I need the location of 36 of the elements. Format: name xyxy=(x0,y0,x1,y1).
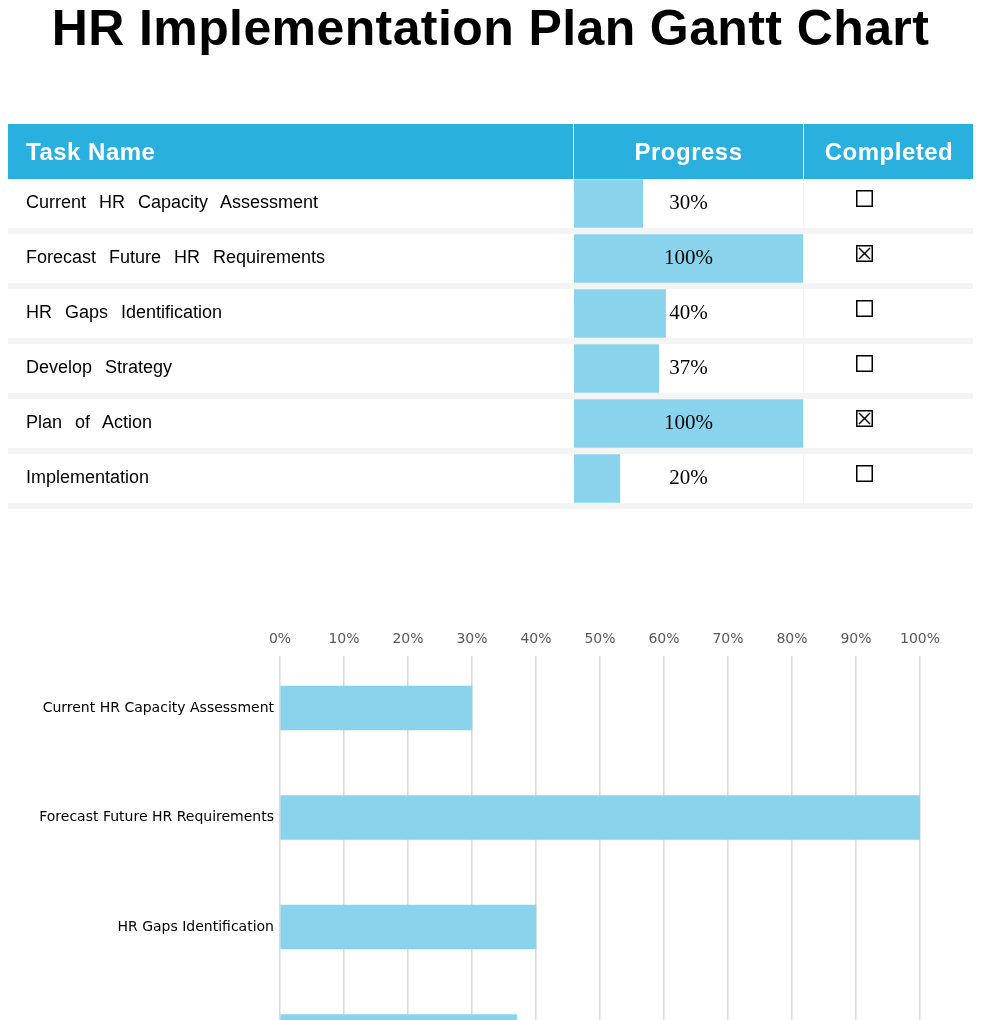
x-tick-label: 90% xyxy=(840,630,872,647)
x-tick-label: 50% xyxy=(584,630,616,647)
x-tick-label: 100% xyxy=(899,630,941,647)
data-label: 100% xyxy=(664,410,713,435)
chart-title: HR Implementation Plan Gantt Chart xyxy=(50,0,931,56)
y-tick-label: Forecast Future HR Requirements xyxy=(39,808,274,825)
data-label: 20% xyxy=(669,465,708,490)
x-tick-label: 0% xyxy=(268,630,292,647)
bar xyxy=(574,234,803,283)
bar xyxy=(574,454,621,503)
y-tick-label: Forecast Future HR Requirements xyxy=(26,246,326,269)
x-tick-label: 80% xyxy=(776,630,808,647)
x-axis-title: Progress xyxy=(573,124,803,179)
y-tick-label: Current HR Capacity Assessment xyxy=(42,698,275,715)
x-tick-label: 30% xyxy=(456,630,488,647)
x-tick-label: 20% xyxy=(392,630,424,647)
x-tick-label: 10% xyxy=(328,630,360,647)
data-label: 37% xyxy=(669,355,708,380)
data-label: 40% xyxy=(669,300,708,325)
text: Completed xyxy=(803,124,974,179)
data-label: 100% xyxy=(664,245,713,270)
y-tick-label: Develop Strategy xyxy=(26,356,173,379)
x-tick-label: 70% xyxy=(712,630,744,647)
y-tick-label: HR Gaps Identification xyxy=(117,917,274,934)
data-label: 30% xyxy=(669,190,708,215)
x-tick-label: 60% xyxy=(648,630,680,647)
bar xyxy=(574,344,660,393)
y-axis-title: Task Name xyxy=(26,137,156,167)
y-tick-label: Plan of Action xyxy=(26,411,153,434)
y-tick-label: Implementation xyxy=(26,466,150,489)
bar xyxy=(574,179,644,228)
y-tick-label: HR Gaps Identification xyxy=(26,301,223,324)
bar xyxy=(574,399,803,448)
y-tick-label: Current HR Capacity Assessment xyxy=(26,191,319,214)
x-tick-label: 40% xyxy=(520,630,552,647)
bar xyxy=(574,289,666,338)
